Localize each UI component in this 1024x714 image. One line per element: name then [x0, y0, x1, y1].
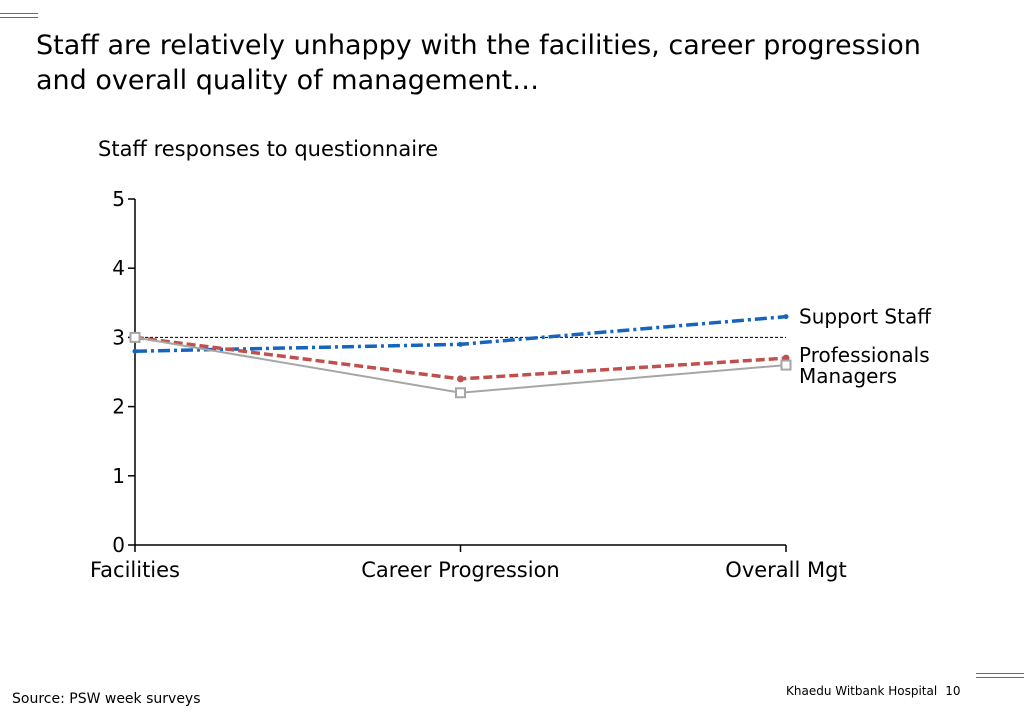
x-tick-label-2: Overall Mgt [725, 558, 846, 582]
x-tick-label-1: Career Progression [361, 558, 559, 582]
point-2-2 [780, 359, 792, 371]
decorative-lines-top-left [0, 13, 38, 21]
series-label-2: Managers [799, 364, 897, 388]
point-0-1 [458, 341, 463, 347]
point-1-1 [457, 375, 464, 383]
series-label-1: Professionals [799, 343, 930, 367]
series-label-0: Support Staff [799, 305, 932, 329]
y-tick-label-0: 0 [112, 533, 125, 557]
footer-organization: Khaedu Witbank Hospital [786, 684, 938, 698]
y-tick-label-2: 2 [112, 395, 125, 419]
source-note: Source: PSW week surveys [12, 691, 201, 707]
chart-title: Staff responses to questionnaire [98, 137, 439, 161]
y-tick-label-4: 4 [112, 256, 125, 280]
x-tick-label-0: Facilities [90, 558, 180, 582]
page-number: 10 [945, 684, 961, 698]
footer: Khaedu Witbank Hospital 10 [786, 683, 960, 699]
slide-title: Staff are relatively unhappy with the fa… [36, 30, 921, 96]
decorative-lines-bottom-right [976, 673, 1024, 681]
y-tick-label-1: 1 [112, 464, 125, 488]
point-0-2 [783, 314, 789, 320]
point-0-0 [132, 348, 138, 354]
point-2-0 [129, 331, 141, 343]
y-tick-label-5: 5 [112, 187, 125, 211]
point-2-1 [455, 387, 466, 399]
y-tick-label-3: 3 [112, 325, 125, 349]
